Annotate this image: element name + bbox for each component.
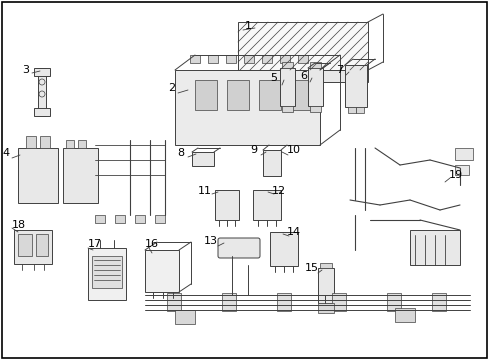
Bar: [238, 70, 367, 82]
Text: 13: 13: [203, 236, 218, 246]
Bar: [14, 230, 52, 264]
Bar: [40, 136, 50, 148]
Bar: [226, 80, 248, 110]
Bar: [290, 80, 312, 110]
Bar: [135, 215, 145, 223]
Text: 14: 14: [286, 227, 301, 237]
Bar: [282, 106, 292, 112]
Bar: [88, 248, 126, 300]
Bar: [276, 293, 290, 311]
Bar: [347, 107, 355, 113]
Bar: [66, 140, 74, 148]
Bar: [175, 310, 195, 324]
Bar: [331, 293, 346, 311]
Bar: [319, 303, 331, 308]
Bar: [244, 55, 253, 63]
Text: 3: 3: [22, 65, 29, 75]
Bar: [454, 148, 472, 160]
Bar: [145, 250, 179, 292]
Bar: [394, 308, 414, 322]
Bar: [309, 106, 320, 112]
Bar: [38, 68, 46, 116]
Bar: [36, 234, 48, 256]
Bar: [345, 65, 366, 107]
FancyBboxPatch shape: [218, 238, 260, 258]
Bar: [225, 55, 236, 63]
Bar: [92, 256, 122, 288]
Bar: [192, 152, 214, 166]
Text: 7: 7: [336, 65, 343, 75]
Bar: [280, 68, 294, 106]
Bar: [222, 293, 236, 311]
Text: 15: 15: [305, 263, 318, 273]
Bar: [34, 68, 50, 76]
Bar: [409, 230, 459, 265]
Bar: [317, 303, 333, 313]
Text: 4: 4: [2, 148, 10, 158]
Bar: [263, 150, 281, 176]
Bar: [454, 165, 468, 175]
Text: 1: 1: [244, 21, 251, 31]
Bar: [280, 55, 289, 63]
Bar: [431, 293, 445, 311]
Bar: [207, 55, 218, 63]
Bar: [220, 240, 258, 256]
Bar: [309, 62, 320, 68]
Text: 11: 11: [198, 186, 212, 196]
Bar: [317, 268, 333, 303]
Text: 5: 5: [270, 73, 277, 83]
Bar: [262, 55, 271, 63]
Text: 19: 19: [448, 170, 462, 180]
Bar: [297, 55, 307, 63]
Bar: [175, 70, 319, 145]
Bar: [167, 293, 181, 311]
Bar: [215, 190, 239, 220]
Bar: [18, 234, 32, 256]
Bar: [18, 148, 58, 203]
Text: 18: 18: [12, 220, 26, 230]
Bar: [155, 215, 164, 223]
Text: 9: 9: [250, 145, 257, 155]
Bar: [34, 108, 50, 116]
Text: 16: 16: [145, 239, 159, 249]
Text: 10: 10: [286, 145, 301, 155]
Bar: [386, 293, 400, 311]
Bar: [269, 232, 297, 266]
Text: 17: 17: [88, 239, 102, 249]
Bar: [319, 263, 331, 268]
Text: 12: 12: [271, 186, 285, 196]
Bar: [282, 62, 292, 68]
Bar: [95, 215, 105, 223]
Bar: [259, 80, 281, 110]
Text: 8: 8: [177, 148, 184, 158]
Text: 6: 6: [300, 71, 307, 81]
Bar: [238, 22, 367, 70]
Bar: [307, 68, 323, 106]
Bar: [252, 190, 281, 220]
Bar: [190, 55, 200, 63]
Bar: [115, 215, 125, 223]
Text: 2: 2: [168, 83, 175, 93]
Bar: [195, 80, 217, 110]
Bar: [355, 107, 363, 113]
Bar: [26, 136, 36, 148]
Bar: [63, 148, 98, 203]
Bar: [78, 140, 86, 148]
